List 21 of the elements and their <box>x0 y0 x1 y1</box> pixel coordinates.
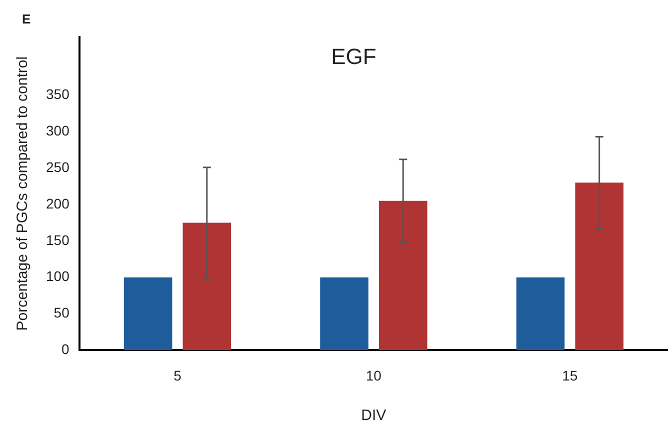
y-tick-label: 200 <box>46 195 70 212</box>
bar <box>182 222 232 350</box>
chart-title: EGF <box>331 44 376 70</box>
x-tick-label: 10 <box>366 367 382 384</box>
y-tick-label: 0 <box>62 341 70 358</box>
y-tick-label: 300 <box>46 122 70 139</box>
x-tick-label: 15 <box>562 367 578 384</box>
bar <box>575 182 624 350</box>
bar <box>516 277 565 350</box>
x-axis-title: DIV <box>361 407 386 424</box>
y-axis-title: Porcentage of PGCs compared to control <box>14 56 32 331</box>
y-tick-label: 350 <box>46 86 70 102</box>
y-tick-label: 100 <box>46 268 70 284</box>
bar <box>378 200 428 350</box>
x-tick-label: 5 <box>174 367 182 384</box>
bar <box>320 277 368 350</box>
text: E <box>22 12 31 27</box>
y-tick-label: 50 <box>54 304 70 321</box>
y-tick-label: 250 <box>46 158 70 175</box>
bar <box>124 277 172 350</box>
y-tick-label: 150 <box>46 232 70 248</box>
